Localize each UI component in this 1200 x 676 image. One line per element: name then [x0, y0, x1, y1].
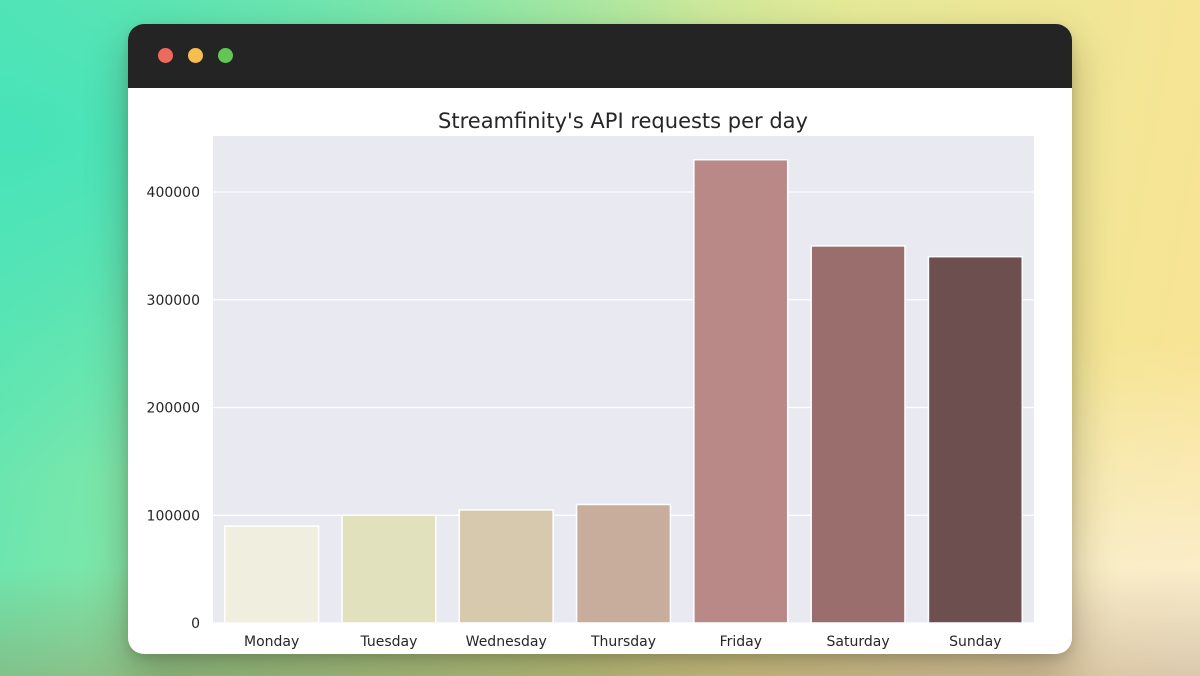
- bar-thursday: [575, 503, 672, 624]
- bar-monday: [223, 525, 320, 624]
- app-window: Streamfinity's API requests per day 0 100…: [128, 24, 1072, 654]
- bar-saturday: [810, 245, 906, 624]
- y-tick-label: 300000: [147, 293, 200, 309]
- bar-friday: [693, 158, 789, 624]
- bar-chart: Streamfinity's API requests per day 0 100…: [147, 109, 1034, 650]
- chart-title: Streamfinity's API requests per day: [438, 109, 808, 133]
- bars-group: [223, 158, 1024, 624]
- x-tick-label-sunday: Sunday: [949, 634, 1001, 650]
- maximize-window-button[interactable]: [218, 48, 233, 63]
- x-tick-label-monday: Monday: [244, 634, 299, 650]
- x-axis-tick-labels: Monday Tuesday Wednesday Thursday Friday Satu…: [244, 634, 1002, 650]
- bar-wednesday: [458, 509, 554, 624]
- close-window-button[interactable]: [158, 48, 173, 63]
- bar-tuesday: [341, 514, 437, 624]
- x-tick-label-tuesday: Tuesday: [359, 634, 417, 650]
- x-tick-label-friday: Friday: [720, 634, 762, 650]
- y-tick-label: 400000: [147, 185, 200, 201]
- y-tick-label: 100000: [147, 508, 200, 524]
- x-tick-label-wednesday: Wednesday: [466, 634, 547, 650]
- minimize-window-button[interactable]: [188, 48, 203, 63]
- chart-container: Streamfinity's API requests per day 0 100…: [128, 88, 1072, 654]
- x-tick-label-saturday: Saturday: [827, 634, 890, 650]
- x-tick-label-thursday: Thursday: [590, 634, 656, 650]
- window-titlebar: [128, 24, 1072, 88]
- y-axis-tick-labels: 0 100000 200000 300000 400000: [147, 185, 200, 632]
- y-tick-label: 0: [191, 616, 200, 632]
- bar-sunday: [927, 255, 1024, 624]
- y-tick-label: 200000: [147, 401, 200, 417]
